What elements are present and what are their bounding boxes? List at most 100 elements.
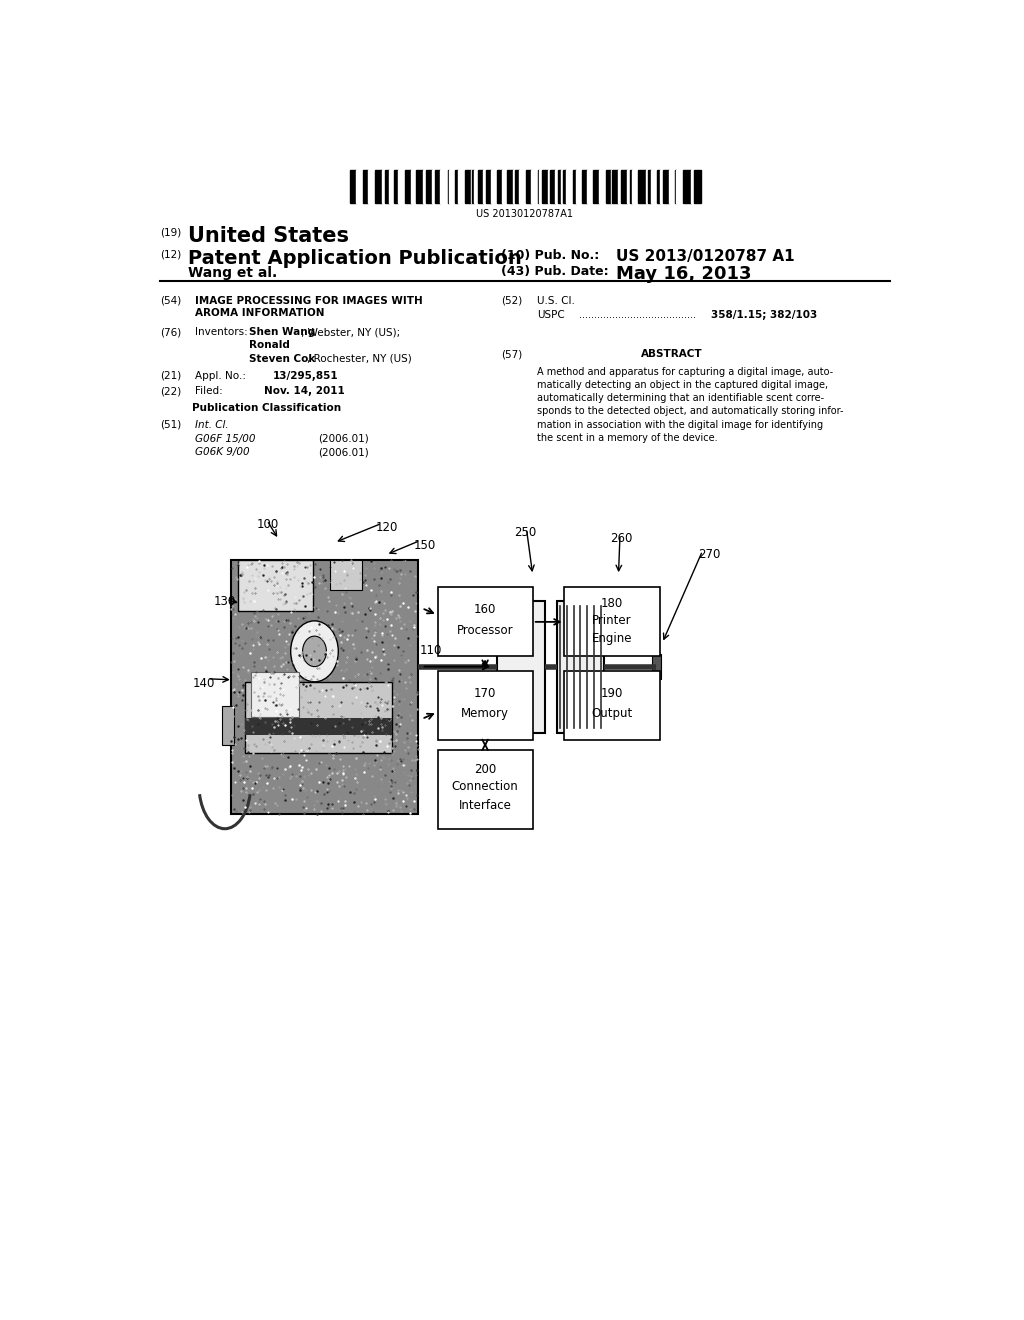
Bar <box>558 169 561 203</box>
Bar <box>231 560 418 814</box>
Text: Steven Cok: Steven Cok <box>249 354 315 363</box>
Bar <box>669 169 675 203</box>
Bar <box>375 169 382 203</box>
Text: 13/295,851: 13/295,851 <box>272 371 338 381</box>
Text: mation in association with the digital image for identifying: mation in association with the digital i… <box>537 420 823 429</box>
Text: US 20130120787A1: US 20130120787A1 <box>476 210 573 219</box>
Bar <box>437 750 532 829</box>
Text: US 2013/0120787 A1: US 2013/0120787 A1 <box>616 249 795 264</box>
Text: (2006.01): (2006.01) <box>318 434 370 444</box>
Bar <box>382 169 385 203</box>
Bar <box>627 169 630 203</box>
Text: U.S. Cl.: U.S. Cl. <box>537 296 574 306</box>
Bar <box>633 169 638 203</box>
Text: (12): (12) <box>160 249 181 260</box>
Bar <box>564 587 659 656</box>
Bar <box>515 169 519 203</box>
Bar <box>432 169 434 203</box>
Text: Inventors:: Inventors: <box>196 327 248 337</box>
Bar <box>565 169 572 203</box>
Bar <box>368 169 375 203</box>
Text: (76): (76) <box>160 327 181 337</box>
Text: Patent Application Publication: Patent Application Publication <box>187 249 521 268</box>
Bar <box>502 169 507 203</box>
Bar <box>572 169 575 203</box>
Text: 190: 190 <box>601 686 624 700</box>
Bar <box>645 169 648 203</box>
Text: Filed:: Filed: <box>196 385 223 396</box>
Text: Nov. 14, 2011: Nov. 14, 2011 <box>264 385 345 396</box>
Bar <box>651 169 657 203</box>
Bar <box>498 169 502 203</box>
Text: 120: 120 <box>376 521 398 535</box>
Bar <box>406 169 412 203</box>
Text: 110: 110 <box>420 644 442 657</box>
Text: Interface: Interface <box>459 800 512 812</box>
Bar <box>561 169 562 203</box>
Text: (10) Pub. No.:: (10) Pub. No.: <box>501 249 599 261</box>
Text: 180: 180 <box>601 597 624 610</box>
Text: the scent in a memory of the device.: the scent in a memory of the device. <box>537 433 718 442</box>
Bar <box>663 169 669 203</box>
Text: USPC: USPC <box>537 310 564 319</box>
Text: (51): (51) <box>160 420 181 429</box>
Bar <box>621 169 627 203</box>
Text: 100: 100 <box>257 519 279 531</box>
Text: 260: 260 <box>610 532 633 545</box>
Bar <box>251 672 299 718</box>
Text: (2006.01): (2006.01) <box>318 447 370 457</box>
Text: May 16, 2013: May 16, 2013 <box>616 265 752 282</box>
Bar <box>630 169 633 203</box>
Text: Ronald: Ronald <box>249 341 290 350</box>
Text: automatically determining that an identifiable scent corre-: automatically determining that an identi… <box>537 393 824 403</box>
Text: matically detecting an object in the captured digital image,: matically detecting an object in the cap… <box>537 380 827 389</box>
Bar <box>693 169 700 203</box>
Bar <box>465 169 471 203</box>
Bar <box>246 682 392 752</box>
Bar <box>437 587 532 656</box>
Bar <box>434 169 440 203</box>
Text: 270: 270 <box>697 548 720 561</box>
Bar <box>238 560 313 611</box>
Bar <box>364 169 368 203</box>
Bar <box>676 169 683 203</box>
Text: G06K 9/00: G06K 9/00 <box>196 447 250 457</box>
Circle shape <box>291 620 338 682</box>
Text: Appl. No.:: Appl. No.: <box>196 371 247 381</box>
Bar <box>593 169 599 203</box>
Text: , Webster, NY (US);: , Webster, NY (US); <box>301 327 400 337</box>
Bar <box>530 169 538 203</box>
Text: ABSTRACT: ABSTRACT <box>641 350 702 359</box>
Text: (21): (21) <box>160 371 181 381</box>
Bar <box>606 169 610 203</box>
Bar <box>550 169 555 203</box>
Bar <box>612 169 617 203</box>
Bar <box>471 169 472 203</box>
Bar <box>555 169 558 203</box>
Bar <box>423 169 426 203</box>
Bar <box>519 169 526 203</box>
Text: Memory: Memory <box>461 706 509 719</box>
Bar <box>610 169 612 203</box>
Bar <box>437 671 532 739</box>
Bar <box>617 169 621 203</box>
Text: Printer: Printer <box>592 614 632 627</box>
Text: (52): (52) <box>501 296 522 306</box>
Bar <box>497 601 545 733</box>
Bar <box>385 169 389 203</box>
Text: Connection: Connection <box>452 780 518 793</box>
Bar <box>478 169 482 203</box>
Bar <box>389 169 394 203</box>
Bar <box>246 718 392 735</box>
Text: (57): (57) <box>501 350 522 359</box>
Bar <box>394 169 398 203</box>
Bar <box>599 169 606 203</box>
Text: A method and apparatus for capturing a digital image, auto-: A method and apparatus for capturing a d… <box>537 367 833 376</box>
Text: Int. Cl.: Int. Cl. <box>196 420 229 429</box>
Bar <box>507 169 513 203</box>
Bar <box>482 169 485 203</box>
Bar <box>548 169 550 203</box>
Bar <box>440 169 447 203</box>
Bar <box>538 169 540 203</box>
Text: AROMA INFORMATION: AROMA INFORMATION <box>196 308 325 318</box>
